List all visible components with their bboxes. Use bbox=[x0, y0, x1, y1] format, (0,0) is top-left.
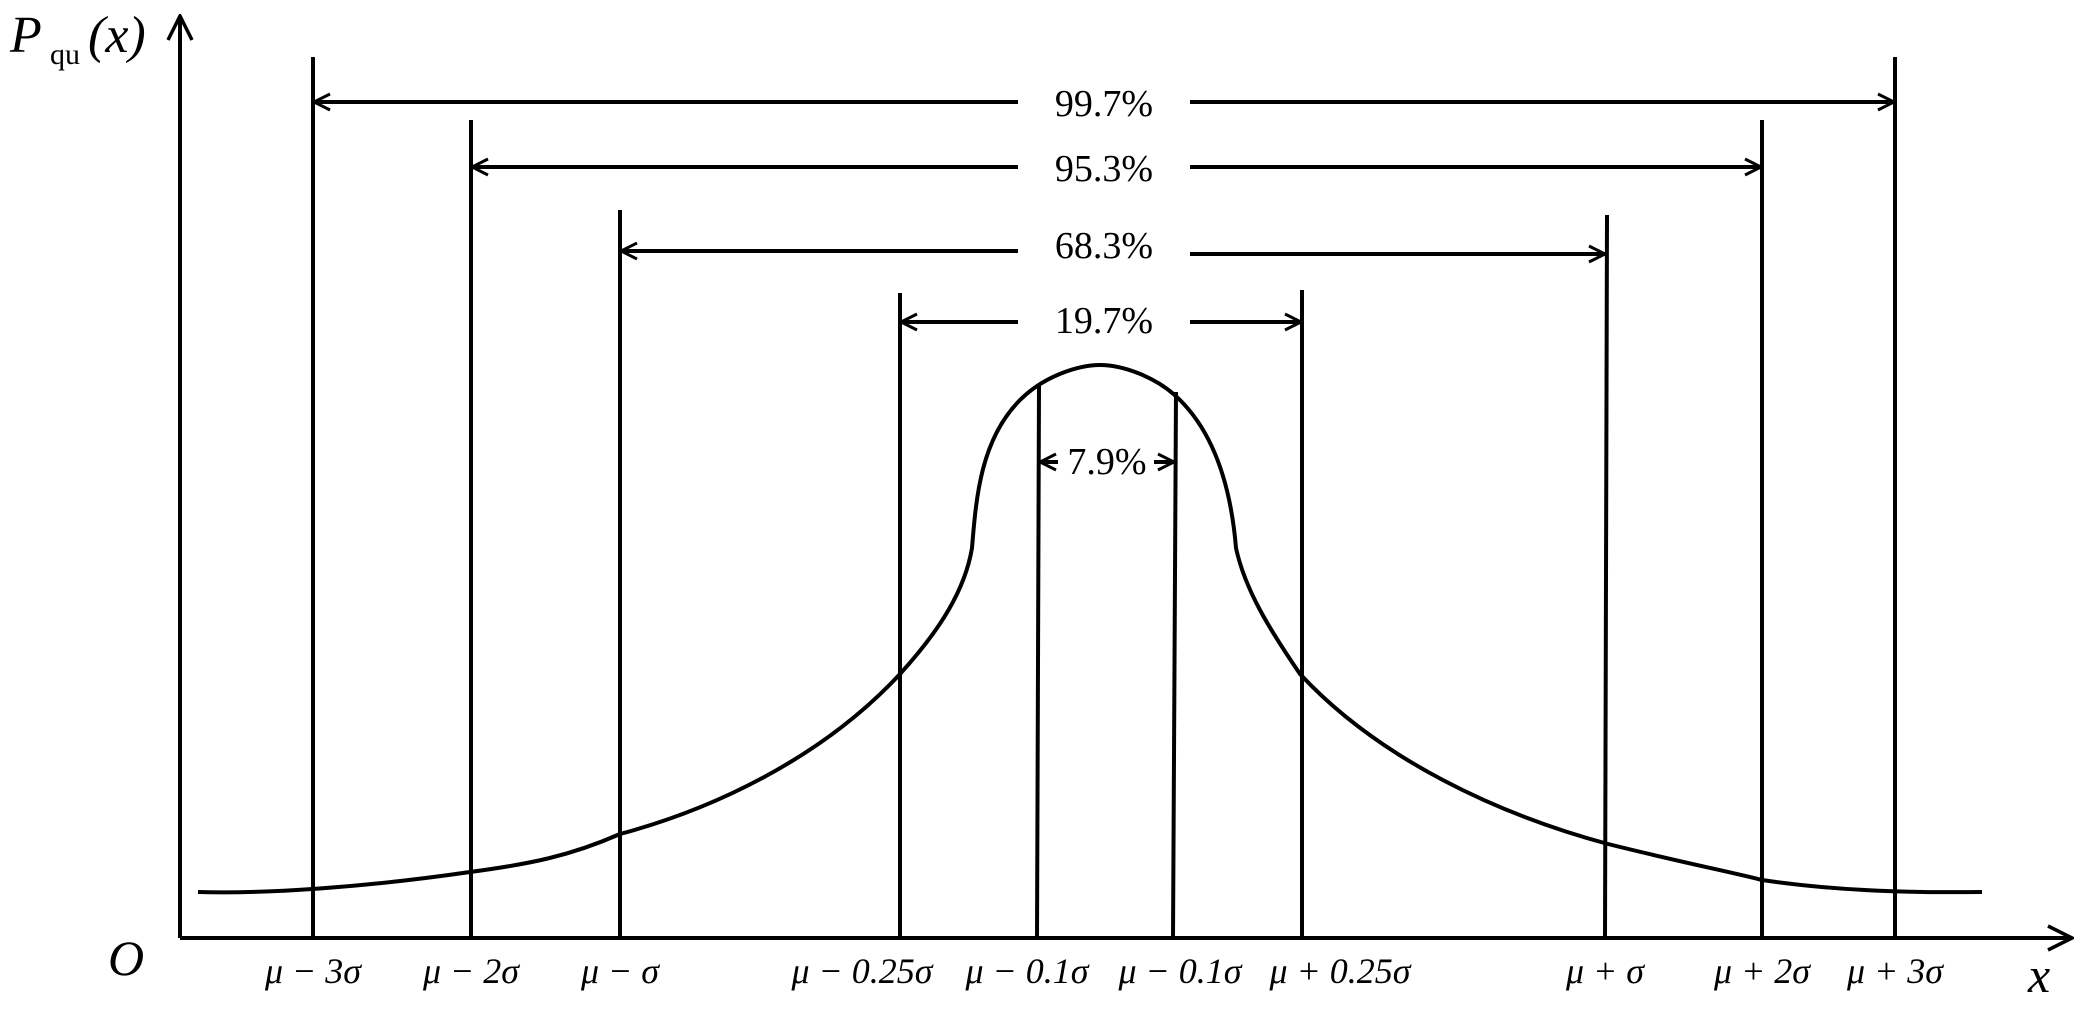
label-953: 95.3% bbox=[1055, 148, 1153, 190]
tick-mu-minus-3sigma: μ − 3σ bbox=[264, 951, 362, 991]
line-mu-plus-sigma bbox=[1603, 214, 1609, 939]
label-997: 99.7% bbox=[1055, 83, 1153, 125]
tick-mu-plus-sigma: μ + σ bbox=[1565, 951, 1645, 991]
distribution-curve bbox=[197, 362, 1983, 895]
label-197: 19.7% bbox=[1055, 300, 1153, 342]
tick-mu-plus-025sigma: μ + 0.25σ bbox=[1268, 951, 1411, 991]
origin-label: O bbox=[108, 930, 144, 986]
line-mu-minus-01sigma-right bbox=[1171, 391, 1178, 939]
tick-mu-minus-01sigma-right: μ − 0.1σ bbox=[1117, 951, 1242, 991]
x-axis-label: x bbox=[2027, 947, 2050, 1003]
label-79: 7.9% bbox=[1067, 441, 1146, 483]
tick-mu-plus-2sigma: μ + 2σ bbox=[1713, 951, 1811, 991]
tick-mu-minus-01sigma-left: μ − 0.1σ bbox=[964, 951, 1089, 991]
tick-mu-plus-3sigma: μ + 3σ bbox=[1846, 951, 1944, 991]
boundary-lines bbox=[311, 57, 1897, 939]
interval-arrows bbox=[314, 102, 1894, 462]
tick-labels: μ − 3σ μ − 2σ μ − σ μ − 0.25σ μ − 0.1σ μ… bbox=[264, 951, 1944, 991]
y-axis-label-arg: (x) bbox=[88, 7, 146, 64]
tick-mu-minus-2sigma: μ − 2σ bbox=[422, 951, 520, 991]
tick-mu-minus-sigma: μ − σ bbox=[580, 951, 660, 991]
interval-labels: 99.7% 95.3% 68.3% 19.7% 7.9% bbox=[1055, 83, 1153, 483]
line-mu-minus-01sigma-left bbox=[1035, 385, 1041, 939]
y-axis-label-sub: qu bbox=[50, 38, 80, 71]
label-683: 68.3% bbox=[1055, 225, 1153, 267]
y-axis-label-main: P bbox=[9, 7, 42, 64]
tick-mu-minus-025sigma: μ − 0.25σ bbox=[790, 951, 933, 991]
